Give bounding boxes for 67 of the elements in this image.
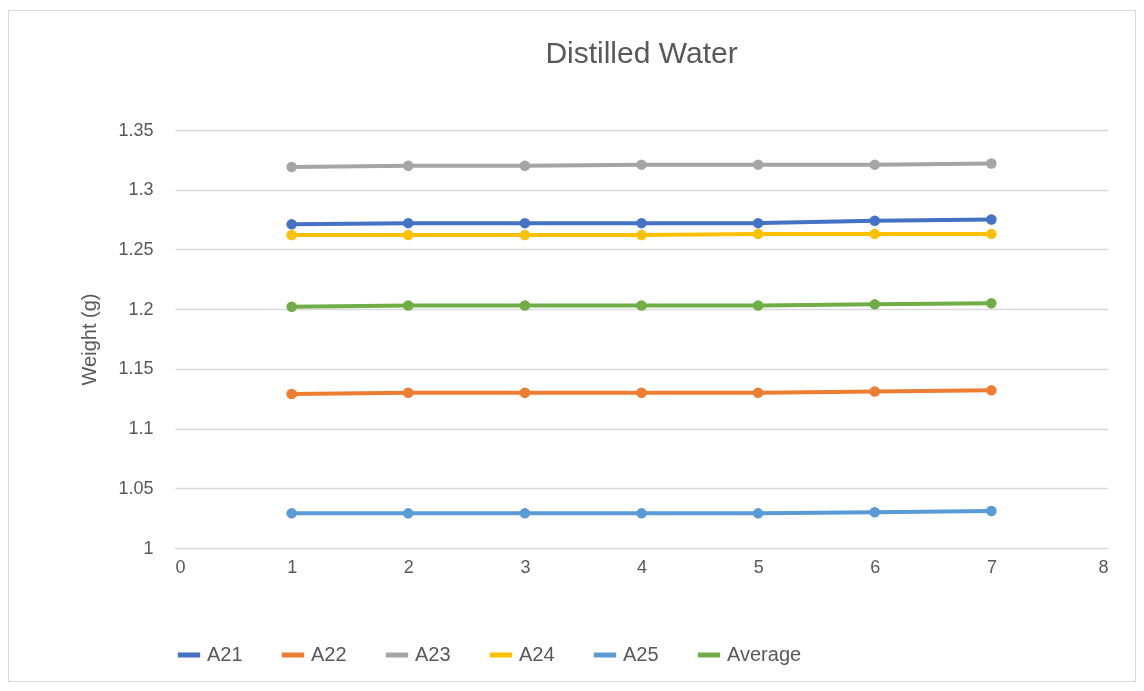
x-tick-label: 5 xyxy=(753,556,764,577)
point xyxy=(519,160,531,172)
point xyxy=(519,508,531,519)
point xyxy=(286,388,297,400)
x-tick-label: 0 xyxy=(175,556,186,577)
point xyxy=(869,299,880,310)
chart-title: Distilled Water xyxy=(545,36,738,69)
point xyxy=(636,508,647,519)
x-tick-label: 7 xyxy=(986,556,997,577)
x-tick-label: 2 xyxy=(403,556,414,577)
y-tick-label: 1 xyxy=(143,537,154,558)
point xyxy=(519,217,531,229)
point xyxy=(986,297,997,309)
point xyxy=(869,215,880,226)
y-tick-label: 1.1 xyxy=(128,418,154,439)
point xyxy=(519,387,531,398)
point xyxy=(986,385,997,396)
point xyxy=(519,229,531,241)
y-tick-label: 1.3 xyxy=(128,179,154,200)
point xyxy=(986,505,997,517)
point xyxy=(752,217,764,229)
x-tick-label: 3 xyxy=(520,556,531,577)
point xyxy=(286,301,297,312)
point xyxy=(752,300,764,311)
x-tick-label: 8 xyxy=(1098,556,1109,577)
point xyxy=(869,228,880,240)
legend-label: A21 xyxy=(207,643,243,665)
legend-label: A23 xyxy=(415,643,451,665)
point xyxy=(286,219,297,230)
point xyxy=(986,214,997,225)
point xyxy=(752,159,764,170)
point xyxy=(403,229,414,241)
y-tick-label: 1.2 xyxy=(128,298,154,319)
x-tick-label: 6 xyxy=(870,556,881,577)
point xyxy=(636,387,647,398)
point xyxy=(636,217,647,229)
point xyxy=(986,228,997,240)
point xyxy=(752,387,764,398)
point xyxy=(752,508,764,519)
point xyxy=(986,158,997,169)
point xyxy=(869,386,880,397)
point xyxy=(403,300,414,311)
point xyxy=(403,387,414,398)
legend-label: A24 xyxy=(519,643,555,665)
x-tick-label: 1 xyxy=(287,556,298,577)
legend-label: A22 xyxy=(311,643,347,665)
point xyxy=(286,508,297,519)
point xyxy=(403,160,414,172)
y-tick-label: 1.15 xyxy=(118,358,154,379)
point xyxy=(752,228,764,240)
y-tick-label: 1.05 xyxy=(118,477,154,498)
point xyxy=(636,300,647,311)
point xyxy=(869,506,880,518)
y-tick-label: 1.35 xyxy=(118,119,154,140)
y-tick-label: 1.25 xyxy=(118,238,154,259)
point xyxy=(286,229,297,241)
point xyxy=(403,217,414,229)
point xyxy=(403,508,414,519)
legend-label: Average xyxy=(727,643,802,665)
point xyxy=(869,159,880,170)
point xyxy=(636,229,647,241)
x-tick-label: 4 xyxy=(636,556,648,577)
legend-label: A25 xyxy=(623,643,659,665)
point xyxy=(636,159,647,170)
y-axis-title: Weight (g) xyxy=(78,293,101,386)
point xyxy=(519,300,531,311)
point xyxy=(286,161,297,173)
